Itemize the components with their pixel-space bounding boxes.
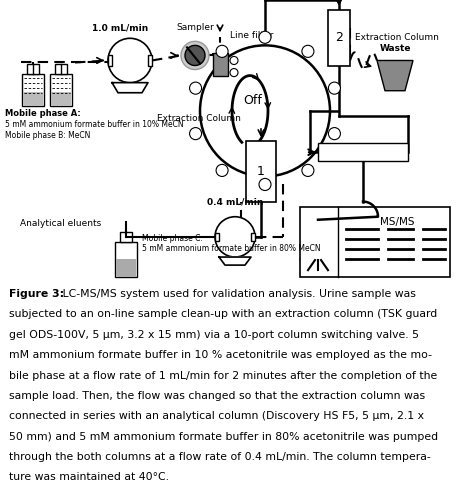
Text: connected in series with an analytical column (Discovery HS F5, 5 μm, 2.1 x: connected in series with an analytical c… xyxy=(9,411,424,421)
Text: Extraction Column: Extraction Column xyxy=(355,33,439,42)
Text: Figure 3:: Figure 3: xyxy=(9,289,64,299)
Circle shape xyxy=(185,45,205,66)
Text: subjected to an on-line sample clean-up with an extraction column (TSK guard: subjected to an on-line sample clean-up … xyxy=(9,309,437,320)
Circle shape xyxy=(190,128,202,140)
Text: Mobile phase C:
5 mM ammonium formate buffer in 80% MeCN: Mobile phase C: 5 mM ammonium formate bu… xyxy=(142,234,321,253)
Circle shape xyxy=(230,56,238,65)
Circle shape xyxy=(190,82,202,94)
Text: 2: 2 xyxy=(335,31,343,44)
Bar xyxy=(148,55,152,66)
Text: sample load. Then, the flow was changed so that the extraction column was: sample load. Then, the flow was changed … xyxy=(9,391,425,401)
Circle shape xyxy=(108,38,152,83)
Bar xyxy=(22,74,44,106)
Text: MS/MS: MS/MS xyxy=(380,217,415,227)
Circle shape xyxy=(329,82,341,94)
Circle shape xyxy=(215,217,255,257)
Circle shape xyxy=(329,128,341,140)
Bar xyxy=(23,92,43,106)
Text: ture was maintained at 40°C.: ture was maintained at 40°C. xyxy=(9,472,169,482)
Text: through the both columns at a flow rate of 0.4 mL/min. The column tempera-: through the both columns at a flow rate … xyxy=(9,452,431,462)
Text: 0.4 mL/min: 0.4 mL/min xyxy=(207,198,263,207)
Bar xyxy=(318,143,408,161)
Text: LC-MS/MS system used for validation analysis. Urine sample was: LC-MS/MS system used for validation anal… xyxy=(59,289,415,299)
Text: 50 mm) and 5 mM ammonium formate buffer in 80% acetonitrile was pumped: 50 mm) and 5 mM ammonium formate buffer … xyxy=(9,432,438,442)
Text: 1.0 mL/min: 1.0 mL/min xyxy=(92,23,148,32)
Bar xyxy=(116,259,136,277)
Circle shape xyxy=(302,164,314,176)
Text: Sampler: Sampler xyxy=(176,23,214,32)
Bar xyxy=(213,53,228,76)
Circle shape xyxy=(230,69,238,77)
Text: 1: 1 xyxy=(257,165,265,178)
Bar xyxy=(51,92,71,106)
Text: Line filter: Line filter xyxy=(230,31,274,40)
Bar xyxy=(27,64,39,74)
Text: Extraction Column: Extraction Column xyxy=(157,114,241,123)
Bar xyxy=(120,232,132,242)
Text: bile phase at a flow rate of 1 mL/min for 2 minutes after the completion of the: bile phase at a flow rate of 1 mL/min fo… xyxy=(9,370,437,381)
Text: mM ammonium formate buffer in 10 % acetonitrile was employed as the mo-: mM ammonium formate buffer in 10 % aceto… xyxy=(9,350,432,360)
Bar xyxy=(55,64,67,74)
Circle shape xyxy=(302,45,314,57)
Polygon shape xyxy=(300,220,336,260)
Circle shape xyxy=(216,45,228,57)
Polygon shape xyxy=(112,83,148,93)
Polygon shape xyxy=(219,257,251,265)
Bar xyxy=(246,141,276,202)
Text: Waste: Waste xyxy=(379,44,411,53)
Text: Analytical eluents: Analytical eluents xyxy=(20,219,101,228)
Circle shape xyxy=(216,164,228,176)
Text: Off: Off xyxy=(244,94,263,107)
Text: Mobile phase A:: Mobile phase A: xyxy=(5,109,81,118)
Bar xyxy=(328,10,350,66)
Bar xyxy=(251,233,255,241)
Bar xyxy=(215,233,219,241)
Text: Mobile phase B: MeCN: Mobile phase B: MeCN xyxy=(5,131,90,140)
Bar xyxy=(108,55,112,66)
Circle shape xyxy=(259,31,271,43)
Bar xyxy=(115,242,137,277)
Circle shape xyxy=(200,45,330,176)
Bar xyxy=(300,207,450,277)
Text: 5 mM ammonium formate buffer in 10% MeCN: 5 mM ammonium formate buffer in 10% MeCN xyxy=(5,120,184,129)
Bar xyxy=(50,74,72,106)
Circle shape xyxy=(259,178,271,191)
Circle shape xyxy=(181,41,209,70)
Polygon shape xyxy=(377,60,413,91)
Text: gel ODS-100V, 5 μm, 3.2 x 15 mm) via a 10-port column switching valve. 5: gel ODS-100V, 5 μm, 3.2 x 15 mm) via a 1… xyxy=(9,330,419,340)
Text: Analytical Column: Analytical Column xyxy=(322,148,404,157)
